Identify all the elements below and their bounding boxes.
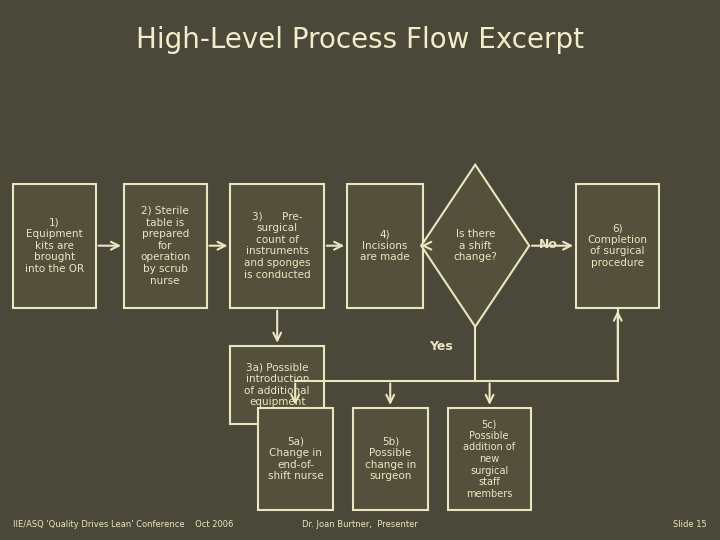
Text: 3)      Pre-
surgical
count of
instruments
and sponges
is conducted: 3) Pre- surgical count of instruments an… [244,212,310,280]
Text: 3a) Possible
introduction
of additional
equipment: 3a) Possible introduction of additional … [245,362,310,407]
FancyBboxPatch shape [448,408,531,510]
Text: 5b)
Possible
change in
surgeon: 5b) Possible change in surgeon [365,437,416,481]
FancyBboxPatch shape [13,184,96,308]
FancyBboxPatch shape [576,184,659,308]
Text: 5a)
Change in
end-of-
shift nurse: 5a) Change in end-of- shift nurse [268,437,323,481]
FancyBboxPatch shape [124,184,207,308]
FancyBboxPatch shape [347,184,423,308]
Text: 1)
Equipment
kits are
brought
into the OR: 1) Equipment kits are brought into the O… [24,218,84,274]
Text: No: No [539,238,558,251]
Text: 2) Sterile
table is
prepared
for
operation
by scrub
nurse: 2) Sterile table is prepared for operati… [140,206,190,286]
Text: 6)
Completion
of surgical
procedure: 6) Completion of surgical procedure [588,224,647,268]
Text: Dr. Joan Burtner,  Presenter: Dr. Joan Burtner, Presenter [302,521,418,529]
FancyBboxPatch shape [258,408,333,510]
FancyBboxPatch shape [230,184,324,308]
Text: Is there
a shift
change?: Is there a shift change? [454,229,497,262]
FancyBboxPatch shape [230,346,324,424]
Text: Slide 15: Slide 15 [673,521,707,529]
Text: 5c)
Possible
addition of
new
surgical
staff
members: 5c) Possible addition of new surgical st… [463,419,516,499]
Polygon shape [421,165,529,327]
Text: Yes: Yes [429,340,452,353]
FancyBboxPatch shape [353,408,428,510]
Text: High-Level Process Flow Excerpt: High-Level Process Flow Excerpt [136,26,584,55]
Text: 4)
Incisions
are made: 4) Incisions are made [360,229,410,262]
Text: IIE/ASQ 'Quality Drives Lean' Conference    Oct 2006: IIE/ASQ 'Quality Drives Lean' Conference… [13,521,233,529]
